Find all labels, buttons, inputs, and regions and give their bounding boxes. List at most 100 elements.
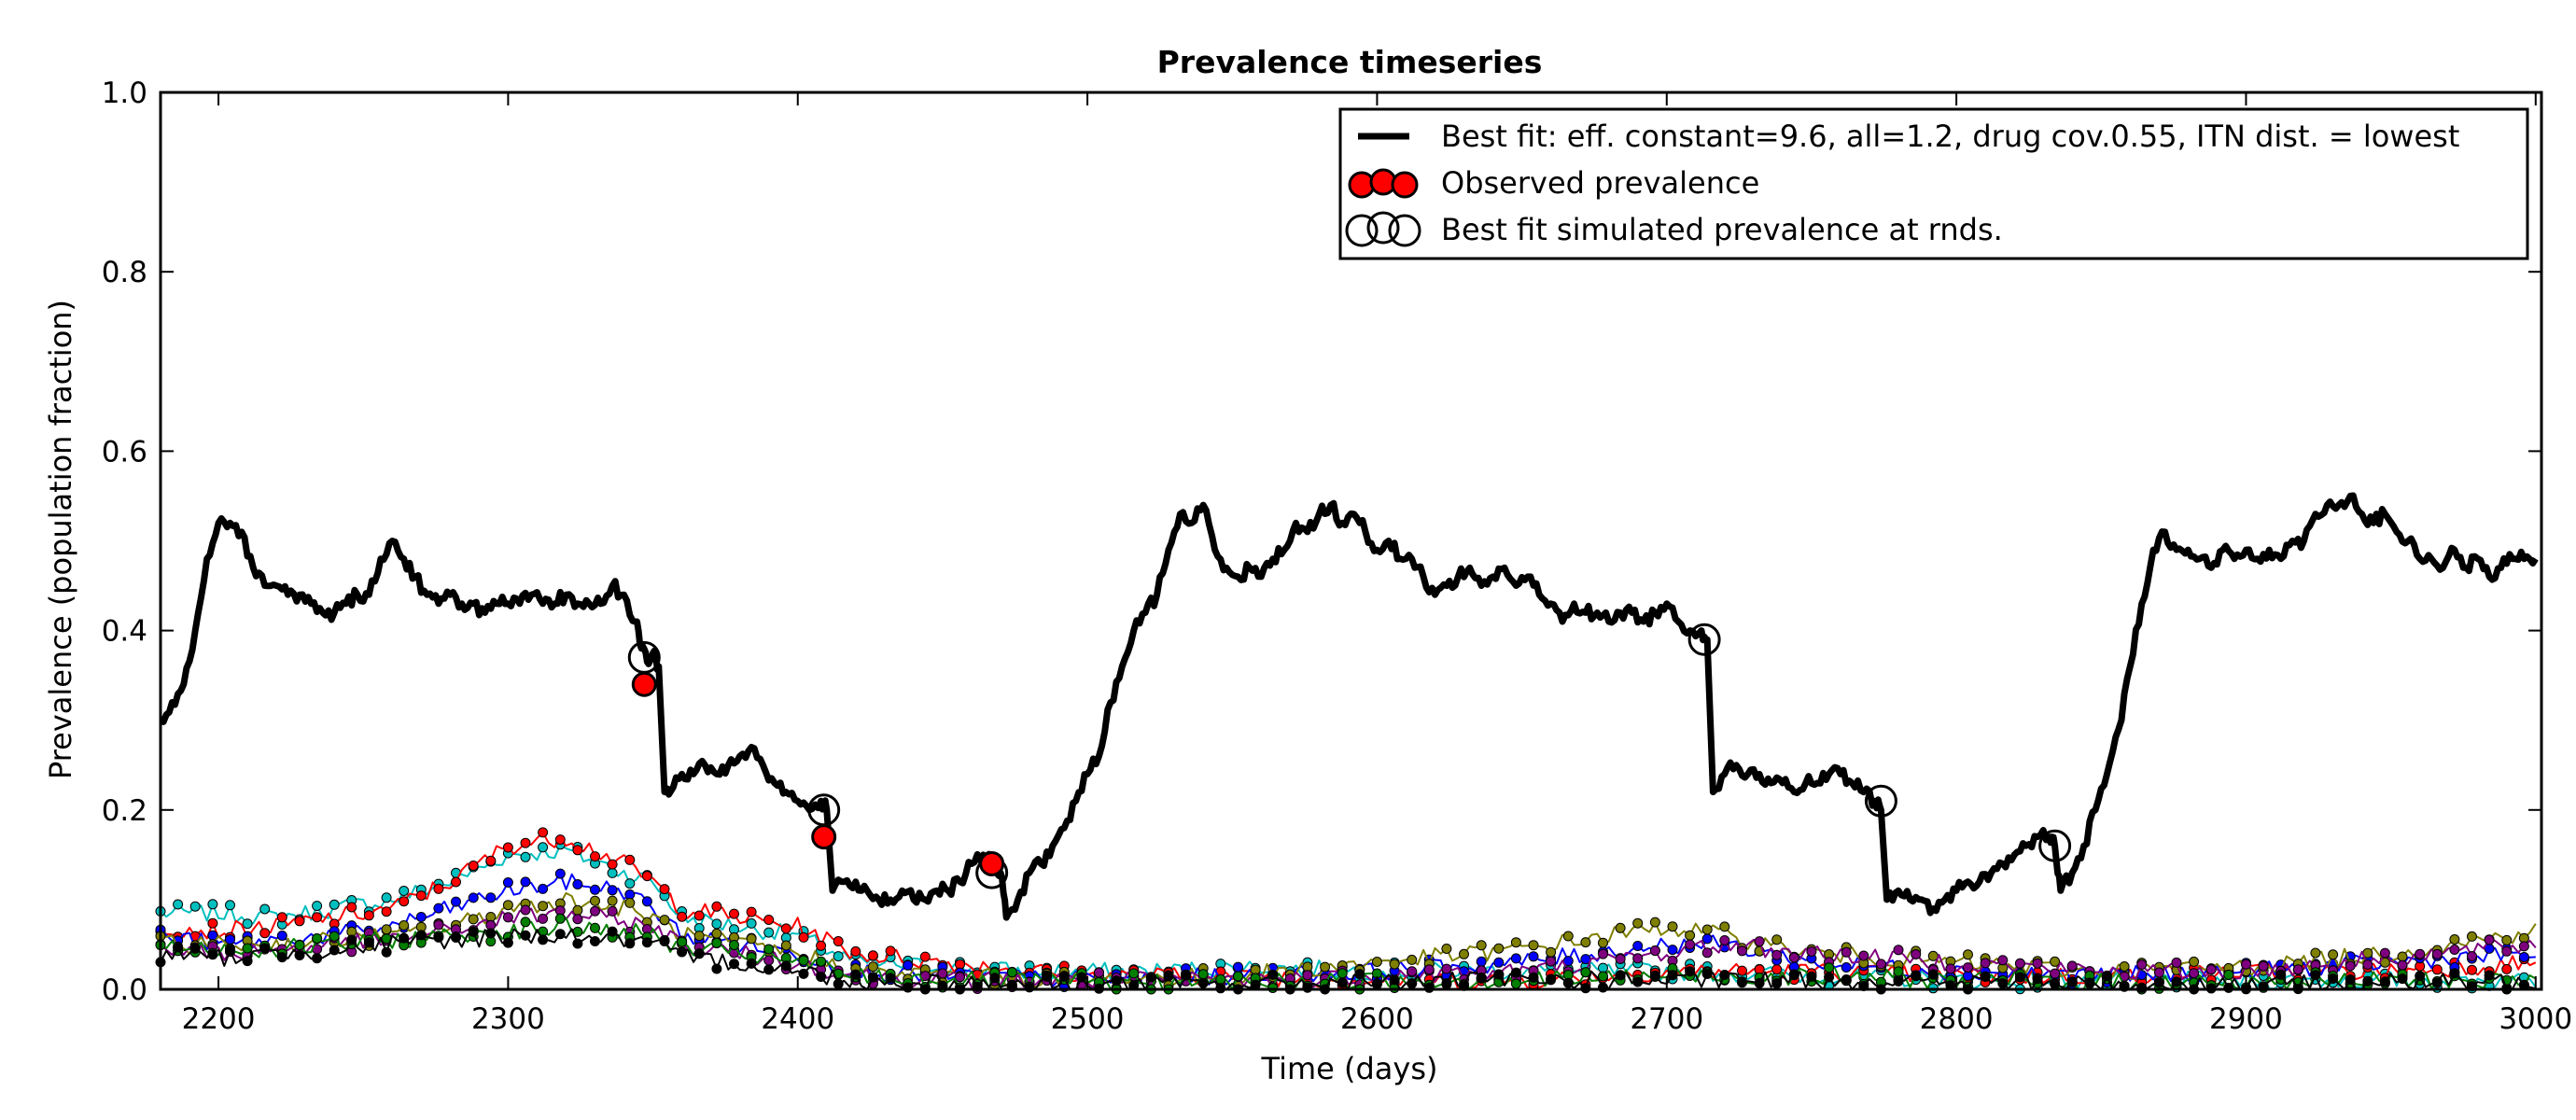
- x-tick-label: 2300: [471, 1002, 545, 1036]
- legend-observed-swatch: [1348, 168, 1419, 199]
- simulated-point: [1864, 784, 1897, 818]
- ensemble-point: [502, 877, 513, 888]
- ensemble-point: [2102, 971, 2112, 982]
- ensemble-point: [1441, 944, 1452, 954]
- ensemble-point: [1615, 922, 1626, 933]
- ensemble-point: [1841, 974, 1852, 985]
- ensemble-point: [1058, 971, 1070, 982]
- ensemble-point: [1407, 954, 1418, 965]
- ensemble-point: [1181, 970, 1192, 981]
- ensemble-point: [2501, 963, 2513, 974]
- ensemble-point: [381, 924, 392, 935]
- ensemble-point: [1615, 954, 1626, 964]
- ensemble-point: [641, 871, 652, 882]
- best-fit-layer: [159, 492, 2539, 921]
- ensemble-point: [1337, 977, 1348, 988]
- ensemble-point: [173, 899, 184, 910]
- ensemble-point: [780, 940, 791, 951]
- ensemble-point: [2518, 941, 2529, 952]
- ensemble-point: [885, 945, 896, 957]
- ensemble-point: [1598, 937, 1608, 948]
- y-tick-label: 0.6: [102, 435, 147, 469]
- ensemble-point: [502, 900, 513, 911]
- ensemble-point: [607, 859, 618, 870]
- ensemble-point: [798, 955, 809, 966]
- ensemble-point: [1562, 931, 1574, 942]
- ensemble-point: [1371, 957, 1382, 967]
- ensemble-point: [312, 953, 323, 964]
- x-tick-label: 2700: [1630, 1002, 1703, 1036]
- ensemble-point: [2066, 976, 2078, 987]
- ensemble-point: [1302, 982, 1313, 993]
- ensemble-point: [2449, 968, 2460, 979]
- ensemble-point: [433, 931, 444, 943]
- ensemble-point: [2362, 959, 2373, 970]
- ensemble-point: [2066, 960, 2078, 972]
- ensemble-point: [520, 837, 531, 848]
- observed-point: [631, 671, 657, 697]
- ensemble-point: [1632, 976, 1644, 987]
- ensemble-point: [1423, 964, 1435, 975]
- ensemble-point: [1771, 949, 1783, 960]
- ensemble-point: [242, 956, 253, 967]
- x-tick-label: 2200: [182, 1002, 256, 1036]
- ensemble-point: [1754, 936, 1765, 947]
- ensemble-point: [312, 933, 323, 944]
- ensemble-point: [2501, 934, 2513, 945]
- ensemble-point: [1476, 956, 1487, 967]
- ensemble-point: [554, 913, 566, 924]
- ensemble-point: [399, 932, 410, 944]
- ensemble-point: [1649, 970, 1660, 981]
- ensemble-point: [207, 917, 218, 929]
- ensemble-point: [1580, 967, 1591, 978]
- ensemble-point: [2032, 958, 2043, 969]
- ensemble-point: [1546, 974, 1557, 986]
- ensemble-point: [2397, 951, 2408, 962]
- ensemble-point: [363, 910, 374, 921]
- legend-box: [1338, 107, 2529, 260]
- x-axis-label: Time (days): [1261, 1051, 1438, 1086]
- ensemble-point: [2431, 977, 2443, 988]
- ensemble-point: [468, 861, 479, 871]
- observed-point: [979, 850, 1005, 876]
- ensemble-point: [1667, 945, 1678, 956]
- ensemble-point: [780, 923, 791, 934]
- ensemble-point: [2415, 971, 2426, 982]
- ensemble-point: [763, 944, 775, 955]
- ensemble-point: [276, 931, 287, 941]
- ensemble-point: [624, 878, 636, 889]
- x-tick-label: 2600: [1340, 1002, 1414, 1036]
- ensemble-point: [485, 855, 497, 866]
- ensemble-point: [189, 901, 201, 912]
- ensemble-point: [415, 890, 427, 902]
- ensemble-point: [1824, 962, 1835, 973]
- ensemble-point: [867, 961, 878, 973]
- ensemble-point: [1754, 977, 1765, 988]
- ensemble-point: [1006, 967, 1017, 978]
- ensemble-point: [1649, 945, 1660, 957]
- ensemble-point: [433, 919, 444, 931]
- ensemble-point: [1667, 970, 1678, 981]
- ensemble-point: [1719, 970, 1730, 980]
- ensemble-point: [919, 951, 931, 962]
- ensemble-point: [1423, 982, 1435, 993]
- ensemble-point: [538, 883, 549, 894]
- ensemble-point: [1737, 965, 1747, 976]
- ensemble-point: [798, 968, 809, 979]
- y-tick-label: 1.0: [102, 77, 147, 110]
- ensemble-point: [1980, 971, 1991, 982]
- ensemble-point: [554, 868, 566, 879]
- ensemble-point: [189, 943, 201, 954]
- ensemble-point: [1667, 921, 1678, 932]
- ensemble-point: [415, 930, 427, 941]
- ensemble-point: [2345, 960, 2356, 972]
- ensemble-point: [451, 931, 461, 943]
- ensemble-point: [1320, 961, 1331, 973]
- ensemble-point: [554, 834, 566, 846]
- ensemble-point: [225, 900, 235, 911]
- ensemble-point: [867, 950, 878, 961]
- ensemble-point: [2310, 970, 2321, 981]
- y-axis: 0.0 0.2 0.4 0.6 0.8 1.0: [102, 77, 2541, 1007]
- x-tick-label: 2800: [1920, 1002, 1994, 1036]
- ensemble-point: [2518, 952, 2529, 962]
